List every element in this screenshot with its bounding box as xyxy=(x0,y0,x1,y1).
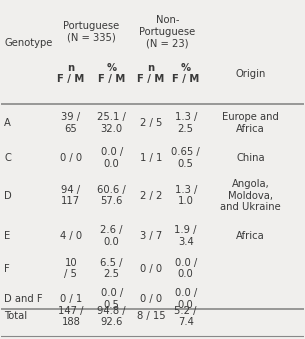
Text: 2.6 /
0.0: 2.6 / 0.0 xyxy=(100,225,123,247)
Text: Africa: Africa xyxy=(236,231,265,241)
Text: Total: Total xyxy=(4,312,27,321)
Text: Non-
Portuguese
(N = 23): Non- Portuguese (N = 23) xyxy=(139,15,196,48)
Text: 3 / 7: 3 / 7 xyxy=(140,231,162,241)
Text: 25.1 /
32.0: 25.1 / 32.0 xyxy=(97,113,126,134)
Text: 6.5 /
2.5: 6.5 / 2.5 xyxy=(100,258,123,279)
Text: 94 /
117: 94 / 117 xyxy=(61,185,81,206)
Text: A: A xyxy=(4,118,11,128)
Text: Origin: Origin xyxy=(235,69,266,79)
Text: %
F / M: % F / M xyxy=(98,63,125,84)
Text: 8 / 15: 8 / 15 xyxy=(137,312,165,321)
Text: 5.2 /
7.4: 5.2 / 7.4 xyxy=(174,306,197,327)
Text: 94.8 /
92.6: 94.8 / 92.6 xyxy=(97,306,126,327)
Text: 60.6 /
57.6: 60.6 / 57.6 xyxy=(97,185,126,206)
Text: Genotype: Genotype xyxy=(4,38,53,48)
Text: E: E xyxy=(4,231,11,241)
Text: %
F / M: % F / M xyxy=(172,63,199,84)
Text: 1.3 /
1.0: 1.3 / 1.0 xyxy=(174,185,197,206)
Text: 0.65 /
0.5: 0.65 / 0.5 xyxy=(171,147,200,168)
Text: 0 / 0: 0 / 0 xyxy=(140,294,162,304)
Text: D: D xyxy=(4,191,12,201)
Text: 0 / 1: 0 / 1 xyxy=(60,294,82,304)
Text: 0 / 0: 0 / 0 xyxy=(140,264,162,274)
Text: Angola,
Moldova,
and Ukraine: Angola, Moldova, and Ukraine xyxy=(220,179,281,212)
Text: D and F: D and F xyxy=(4,294,43,304)
Text: China: China xyxy=(236,153,265,163)
Text: 0 / 0: 0 / 0 xyxy=(60,153,82,163)
Text: 1 / 1: 1 / 1 xyxy=(140,153,162,163)
Text: 39 /
65: 39 / 65 xyxy=(61,113,81,134)
Text: n
F / M: n F / M xyxy=(137,63,165,84)
Text: Europe and
Africa: Europe and Africa xyxy=(222,113,279,134)
Text: 4 / 0: 4 / 0 xyxy=(60,231,82,241)
Text: 1.3 /
2.5: 1.3 / 2.5 xyxy=(174,113,197,134)
Text: 1.9 /
3.4: 1.9 / 3.4 xyxy=(174,225,197,247)
Text: 147 /
188: 147 / 188 xyxy=(58,306,84,327)
Text: 0.0 /
0.0: 0.0 / 0.0 xyxy=(101,147,123,168)
Text: 0.0 /
0.0: 0.0 / 0.0 xyxy=(175,258,197,279)
Text: C: C xyxy=(4,153,11,163)
Text: F: F xyxy=(4,264,10,274)
Text: 0.0 /
0.5: 0.0 / 0.5 xyxy=(101,288,123,310)
Text: Portuguese
(N = 335): Portuguese (N = 335) xyxy=(63,21,120,42)
Text: 2 / 5: 2 / 5 xyxy=(140,118,162,128)
Text: 10
/ 5: 10 / 5 xyxy=(64,258,77,279)
Text: n
F / M: n F / M xyxy=(57,63,84,84)
Text: 0.0 /
0.0: 0.0 / 0.0 xyxy=(175,288,197,310)
Text: 2 / 2: 2 / 2 xyxy=(140,191,162,201)
